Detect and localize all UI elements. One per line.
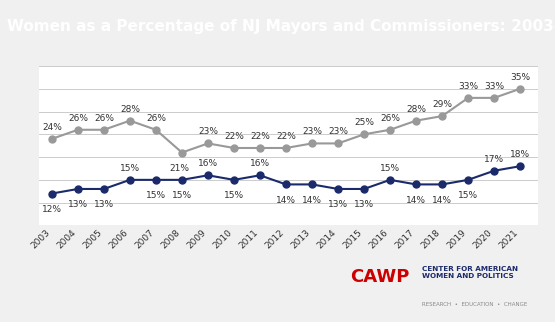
Text: 15%: 15% — [172, 191, 192, 200]
Text: 12%: 12% — [42, 205, 62, 213]
Text: 23%: 23% — [198, 128, 218, 137]
Text: 15%: 15% — [146, 191, 166, 200]
Text: 29%: 29% — [432, 100, 452, 109]
Text: 15%: 15% — [224, 191, 244, 200]
Text: 13%: 13% — [354, 200, 374, 209]
Text: 26%: 26% — [146, 114, 166, 123]
Text: 17%: 17% — [484, 155, 504, 164]
Text: 24%: 24% — [42, 123, 62, 132]
Text: 33%: 33% — [458, 82, 478, 91]
Text: 25%: 25% — [354, 118, 374, 128]
Text: 22%: 22% — [224, 132, 244, 141]
Text: CENTER FOR AMERICAN
WOMEN AND POLITICS: CENTER FOR AMERICAN WOMEN AND POLITICS — [422, 266, 518, 279]
Text: 13%: 13% — [94, 200, 114, 209]
Text: 14%: 14% — [432, 195, 452, 204]
Text: 23%: 23% — [302, 128, 322, 137]
Text: 22%: 22% — [276, 132, 296, 141]
Text: 22%: 22% — [250, 132, 270, 141]
Text: Women as a Percentage of NJ Mayors and Commissioners: 2003-2021: Women as a Percentage of NJ Mayors and C… — [7, 19, 555, 34]
Text: 14%: 14% — [406, 195, 426, 204]
Text: 26%: 26% — [94, 114, 114, 123]
Text: 13%: 13% — [328, 200, 348, 209]
Text: 15%: 15% — [380, 164, 400, 173]
Text: 21%: 21% — [169, 164, 189, 173]
Text: CAWP: CAWP — [350, 268, 409, 286]
Text: 16%: 16% — [250, 159, 270, 168]
Text: RESEARCH  •  EDUCATION  •  CHANGE: RESEARCH • EDUCATION • CHANGE — [422, 302, 527, 307]
Text: 18%: 18% — [510, 150, 530, 159]
Text: 13%: 13% — [68, 200, 88, 209]
Text: 28%: 28% — [406, 105, 426, 114]
Text: 26%: 26% — [68, 114, 88, 123]
Text: 15%: 15% — [120, 164, 140, 173]
Text: 23%: 23% — [328, 128, 348, 137]
Text: 14%: 14% — [302, 195, 322, 204]
Text: 16%: 16% — [198, 159, 218, 168]
Text: 33%: 33% — [484, 82, 504, 91]
Text: 28%: 28% — [120, 105, 140, 114]
Text: 15%: 15% — [458, 191, 478, 200]
Text: 26%: 26% — [380, 114, 400, 123]
Text: 14%: 14% — [276, 195, 296, 204]
Text: 35%: 35% — [510, 73, 530, 82]
